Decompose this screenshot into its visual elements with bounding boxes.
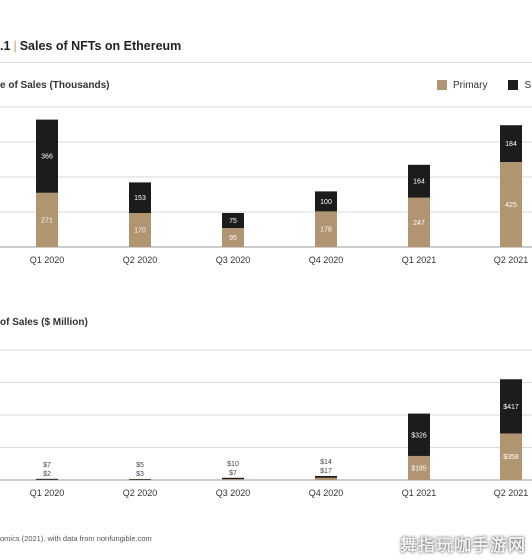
data-label-primary: $3: [136, 471, 144, 478]
x-tick-label: Q2 2021: [494, 255, 529, 265]
x-tick-label: Q2 2020: [123, 255, 158, 265]
x-tick-label: Q3 2020: [216, 255, 251, 265]
data-label-primary: $358: [503, 454, 519, 461]
value-chart: $7 $2 Q1 2020 $5 $3 Q2 2020 $10 $7 Q3 2020 $14 $17…: [0, 349, 532, 498]
source-note: omics (2021), with data from nonfungible…: [0, 534, 152, 543]
figure-title-text: Sales of NFTs on Ethereum: [19, 39, 182, 53]
figure-number: .1: [0, 39, 11, 53]
bar-secondary: [500, 125, 522, 162]
x-tick-label: Q1 2021: [402, 488, 437, 498]
data-label-primary: 247: [413, 220, 425, 227]
bar-primary: [500, 433, 522, 480]
x-tick-label: Q3 2020: [216, 488, 251, 498]
data-label-primary: 425: [505, 202, 517, 209]
bar-primary: [500, 162, 522, 247]
bar-secondary: [129, 478, 151, 480]
legend-swatch-secondary: [508, 80, 519, 90]
data-label-secondary: 164: [413, 179, 425, 186]
data-label-primary: 170: [134, 228, 146, 235]
data-label-primary: 178: [320, 227, 332, 234]
data-label-primary: $17: [320, 468, 332, 475]
data-label-primary: $2: [43, 471, 51, 478]
bar-secondary: [36, 478, 58, 480]
bar-primary: [36, 192, 58, 247]
title-separator: |: [13, 39, 17, 53]
data-label-secondary: $7: [43, 462, 51, 469]
bar-primary: [315, 477, 337, 480]
watermark: 舞指玩咖手游网: [400, 536, 526, 555]
x-tick-label: Q1 2021: [402, 255, 437, 265]
data-label-secondary: 366: [41, 154, 53, 161]
bar-secondary: [315, 475, 337, 478]
data-label-primary: 95: [229, 235, 237, 242]
data-label-secondary: $5: [136, 462, 144, 469]
bar-secondary: [408, 164, 430, 198]
x-tick-label: Q4 2020: [309, 255, 344, 265]
legend-item-primary: Primary: [437, 80, 487, 91]
bar-primary: [222, 479, 244, 480]
data-label-secondary: 75: [229, 218, 237, 225]
bar-primary: [222, 228, 244, 247]
bar-secondary: [222, 213, 244, 228]
bar-primary: [408, 197, 430, 247]
x-tick-label: Q1 2020: [30, 488, 65, 498]
panel-title-volume: e of Sales (Thousands): [0, 80, 110, 91]
chart-legend: Primary S: [437, 77, 532, 93]
x-tick-label: Q2 2020: [123, 488, 158, 498]
bar-primary: [408, 455, 430, 480]
bar-secondary: [315, 191, 337, 212]
data-label-secondary: 100: [320, 199, 332, 206]
bar-secondary: [222, 477, 244, 480]
legend-swatch-primary: [437, 80, 447, 90]
data-label-secondary: $417: [503, 404, 519, 411]
bar-primary: [129, 213, 151, 247]
legend-item-secondary: S: [508, 80, 531, 91]
bar-secondary: [500, 379, 522, 434]
data-label-primary: 271: [41, 217, 53, 224]
figure-title: .1 | Sales of NFTs on Ethereum: [0, 36, 181, 56]
x-tick-label: Q2 2021: [494, 488, 529, 498]
data-label-primary: $185: [411, 465, 427, 472]
bar-primary: [315, 211, 337, 247]
panel-title-value: of Sales ($ Million): [0, 317, 88, 328]
volume-chart: 271 366 Q1 2020 170 153 Q2 2020 95 75 Q3 2020 178…: [0, 106, 532, 265]
bar-secondary: [129, 182, 151, 213]
title-divider: [0, 62, 532, 63]
data-label-secondary: $326: [411, 432, 427, 439]
data-label-primary: $7: [229, 470, 237, 477]
data-label-secondary: $10: [227, 461, 239, 468]
bar-secondary: [36, 119, 58, 193]
data-label-secondary: 153: [134, 195, 146, 202]
data-label-secondary: 184: [505, 141, 517, 148]
x-tick-label: Q1 2020: [30, 255, 65, 265]
legend-label-secondary: S: [524, 79, 532, 91]
bar-secondary: [408, 413, 430, 456]
x-tick-label: Q4 2020: [309, 488, 344, 498]
legend-label-primary: Primary: [453, 79, 488, 91]
data-label-secondary: $14: [320, 459, 332, 466]
